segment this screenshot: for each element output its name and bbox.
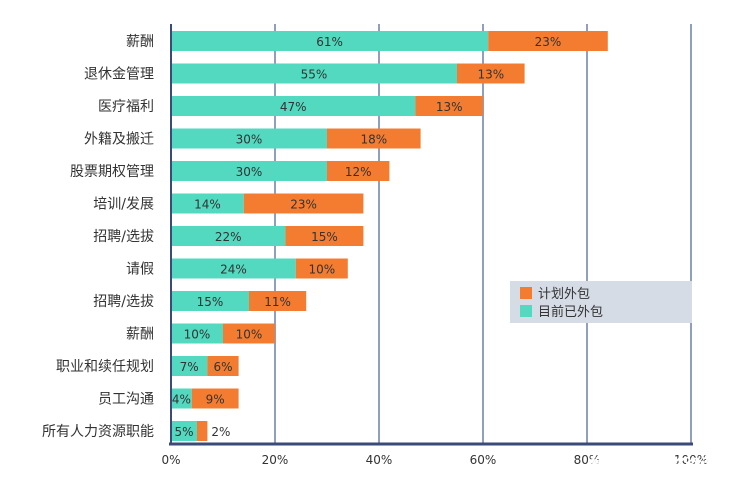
- bar-planned-outsourced: [207, 356, 239, 376]
- bar-current-outsourced: [171, 226, 286, 246]
- bar-planned-outsourced: [415, 96, 483, 116]
- data-label-current: 14%: [194, 198, 221, 212]
- bar-planned-outsourced: [191, 388, 239, 409]
- bar-current-outsourced: [171, 388, 192, 409]
- x-tick-label: 60%: [470, 453, 497, 467]
- data-label-current: 10%: [184, 328, 211, 342]
- legend-label: 计划外包: [538, 287, 590, 302]
- bar-current-outsourced: [171, 193, 244, 214]
- data-label-planned: 10%: [308, 263, 335, 277]
- bar-planned-outsourced: [488, 31, 608, 51]
- bar-current-outsourced: [171, 31, 489, 51]
- x-tick-label: 100%: [674, 453, 708, 467]
- category-label: 招聘/选拔: [93, 294, 154, 310]
- bar-planned-outsourced: [249, 291, 307, 311]
- data-label-current: 4%: [172, 393, 191, 407]
- category-label: 退休金管理: [84, 67, 154, 83]
- data-label-current: 47%: [280, 100, 307, 114]
- category-label: 薪酬: [126, 327, 154, 343]
- bar-current-outsourced: [171, 128, 327, 149]
- legend-box: [510, 281, 692, 323]
- data-label-planned: 13%: [436, 100, 463, 114]
- category-label: 医疗福利: [98, 99, 154, 115]
- category-label: 股票期权管理: [70, 164, 154, 180]
- bar-planned-outsourced: [223, 323, 275, 344]
- bar-planned-outsourced: [243, 193, 364, 214]
- category-label: 所有人力资源职能: [42, 424, 154, 440]
- data-label-planned: 11%: [264, 295, 291, 309]
- bar-planned-outsourced: [295, 258, 348, 279]
- data-label-planned: 23%: [290, 198, 317, 212]
- data-label-current: 55%: [301, 68, 328, 82]
- bar-current-outsourced: [171, 421, 197, 441]
- category-label: 职业和续任规划: [56, 358, 154, 375]
- data-label-current: 7%: [180, 360, 199, 374]
- data-label-planned: 18%: [360, 133, 387, 147]
- data-label-current: 30%: [236, 165, 263, 179]
- x-tick-label: 0%: [161, 453, 180, 467]
- data-label-current: 5%: [174, 425, 193, 439]
- bar-planned-outsourced: [327, 128, 421, 149]
- data-label-current: 22%: [215, 230, 242, 244]
- bar-current-outsourced: [171, 96, 416, 116]
- bar-planned-outsourced: [457, 63, 525, 84]
- data-label-planned: 10%: [236, 328, 263, 342]
- data-label-planned: 12%: [345, 165, 372, 179]
- category-label: 请假: [126, 262, 154, 278]
- x-tick-label: 40%: [366, 453, 393, 467]
- legend-swatch: [520, 305, 532, 317]
- data-label-current: 24%: [220, 263, 247, 277]
- watermark: 搜狐号 @正略咨询: [590, 455, 715, 473]
- data-label-planned: 9%: [206, 393, 225, 407]
- category-label: 外籍及搬迁: [84, 131, 154, 148]
- bar-planned-outsourced: [327, 161, 390, 181]
- legend-label: 目前已外包: [538, 304, 603, 320]
- category-label: 招聘/选拔: [93, 229, 154, 245]
- x-tick-label: 80%: [574, 453, 601, 467]
- bar-current-outsourced: [171, 291, 249, 311]
- data-label-current: 61%: [316, 35, 343, 49]
- category-label: 培训/发展: [93, 197, 154, 213]
- bar-current-outsourced: [171, 356, 208, 376]
- data-label-planned: 6%: [213, 360, 232, 374]
- bar-current-outsourced: [171, 161, 327, 181]
- data-label-planned: 15%: [311, 230, 338, 244]
- category-label: 员工沟通: [98, 392, 154, 408]
- x-tick-label: 20%: [262, 453, 289, 467]
- legend-swatch: [520, 287, 532, 299]
- data-label-planned: 23%: [535, 35, 562, 49]
- data-label-current: 15%: [197, 295, 224, 309]
- data-label-planned: 13%: [477, 68, 504, 82]
- bar-current-outsourced: [171, 323, 223, 344]
- bar-planned-outsourced: [285, 226, 364, 246]
- bar-planned-outsourced: [197, 421, 208, 441]
- data-label-current: 30%: [236, 133, 263, 147]
- data-label-planned: 2%: [211, 425, 230, 439]
- bar-current-outsourced: [171, 63, 457, 84]
- category-label: 薪酬: [126, 34, 154, 50]
- bar-current-outsourced: [171, 258, 296, 279]
